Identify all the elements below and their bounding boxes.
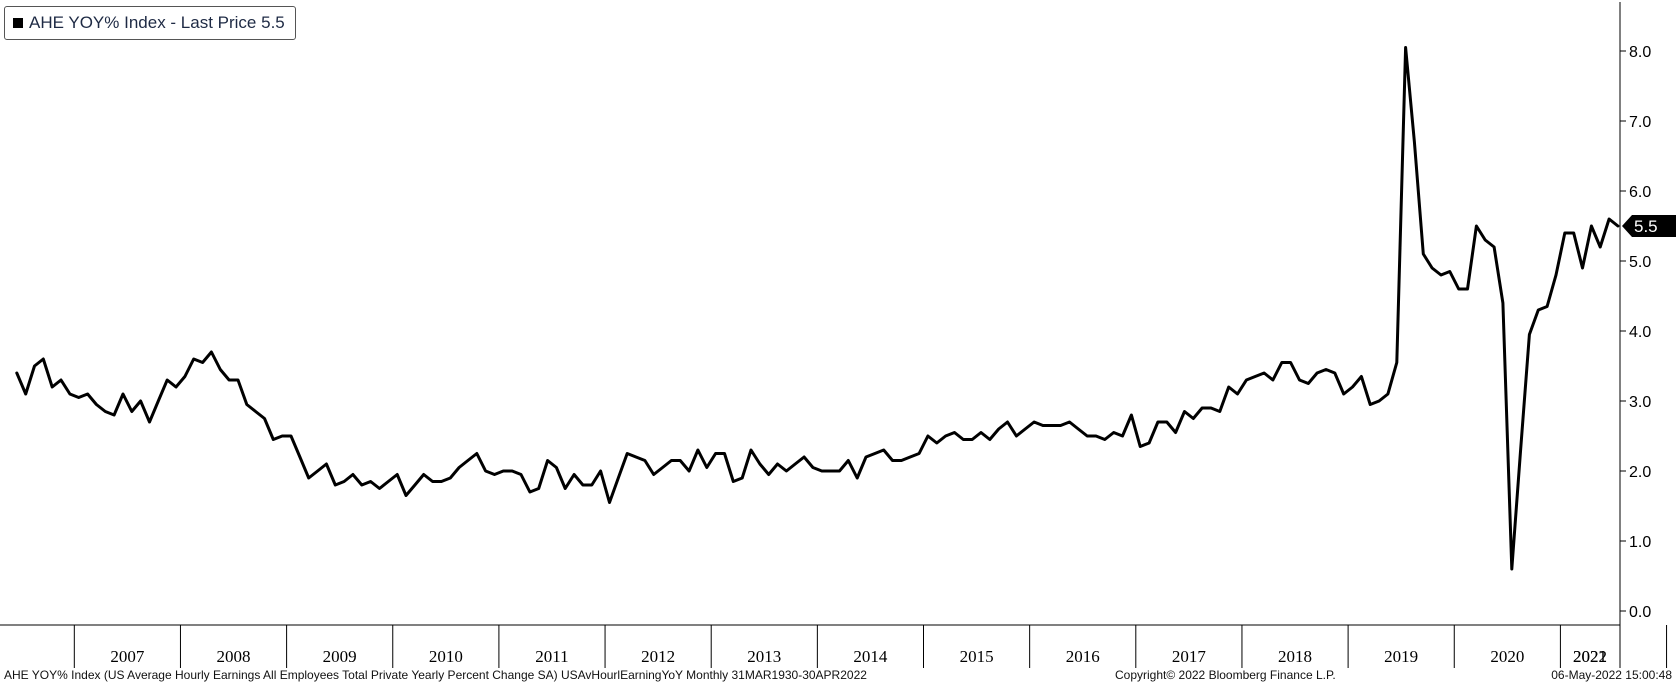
x-tick-label: 2019: [1384, 647, 1418, 666]
legend-box: AHE YOY% Index - Last Price 5.5: [4, 6, 296, 40]
y-tick-label: 1.0: [1629, 534, 1651, 551]
legend-label: AHE YOY% Index - Last Price 5.5: [29, 13, 285, 32]
x-tick-label: 2013: [747, 647, 781, 666]
x-tick-label: 2022: [1573, 647, 1607, 666]
x-tick-label: 2020: [1490, 647, 1524, 666]
x-tick-label: 2018: [1278, 647, 1312, 666]
footer-timestamp: 06-May-2022 15:00:48: [1551, 668, 1672, 682]
y-tick-label: 5.0: [1629, 254, 1651, 271]
legend-swatch: [13, 18, 23, 28]
x-tick-label: 2014: [853, 647, 888, 666]
footer-copyright: Copyright© 2022 Bloomberg Finance L.P.: [1115, 668, 1336, 682]
y-tick-label: 6.0: [1629, 184, 1651, 201]
y-tick-label: 2.0: [1629, 464, 1651, 481]
x-tick-label: 2007: [110, 647, 145, 666]
last-price-label: 5.5: [1634, 217, 1658, 236]
x-tick-label: 2010: [429, 647, 463, 666]
x-tick-label: 2009: [323, 647, 357, 666]
last-price-tag: [1622, 215, 1676, 237]
x-tick-label: 2011: [535, 647, 568, 666]
y-tick-label: 4.0: [1629, 324, 1651, 341]
y-tick-label: 0.0: [1629, 604, 1651, 621]
x-tick-label: 2012: [641, 647, 675, 666]
x-tick-label: 2015: [960, 647, 994, 666]
footer-description: AHE YOY% Index (US Average Hourly Earnin…: [4, 668, 867, 682]
y-tick-label: 8.0: [1629, 44, 1651, 61]
y-tick-label: 3.0: [1629, 394, 1651, 411]
x-tick-label: 2008: [217, 647, 251, 666]
x-tick-label: 2017: [1172, 647, 1207, 666]
series-line: [15, 46, 1620, 571]
x-tick-label: 2016: [1066, 647, 1100, 666]
y-tick-label: 7.0: [1629, 114, 1651, 131]
x-tick-label: 2021: [1573, 647, 1607, 666]
